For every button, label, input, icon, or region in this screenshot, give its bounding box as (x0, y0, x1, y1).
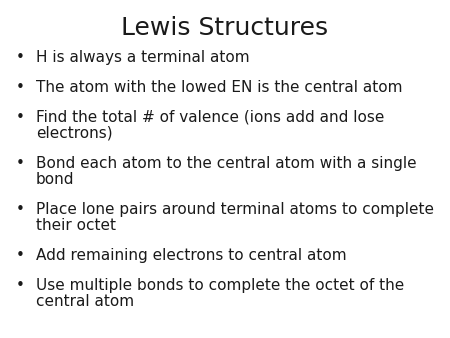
Text: •: • (16, 156, 24, 171)
Text: •: • (16, 202, 24, 217)
Text: Place lone pairs around terminal atoms to complete: Place lone pairs around terminal atoms t… (36, 202, 434, 217)
Text: Find the total # of valence (ions add and lose: Find the total # of valence (ions add an… (36, 110, 384, 125)
Text: The atom with the lowed EN is the central atom: The atom with the lowed EN is the centra… (36, 80, 402, 95)
Text: bond: bond (36, 172, 75, 187)
Text: electrons): electrons) (36, 126, 112, 141)
Text: •: • (16, 110, 24, 125)
Text: Lewis Structures: Lewis Structures (122, 16, 328, 40)
Text: Bond each atom to the central atom with a single: Bond each atom to the central atom with … (36, 156, 417, 171)
Text: H is always a terminal atom: H is always a terminal atom (36, 50, 250, 65)
Text: central atom: central atom (36, 294, 134, 309)
Text: Use multiple bonds to complete the octet of the: Use multiple bonds to complete the octet… (36, 278, 404, 293)
Text: •: • (16, 248, 24, 263)
Text: •: • (16, 278, 24, 293)
Text: Add remaining electrons to central atom: Add remaining electrons to central atom (36, 248, 346, 263)
Text: •: • (16, 80, 24, 95)
Text: •: • (16, 50, 24, 65)
Text: their octet: their octet (36, 218, 116, 233)
